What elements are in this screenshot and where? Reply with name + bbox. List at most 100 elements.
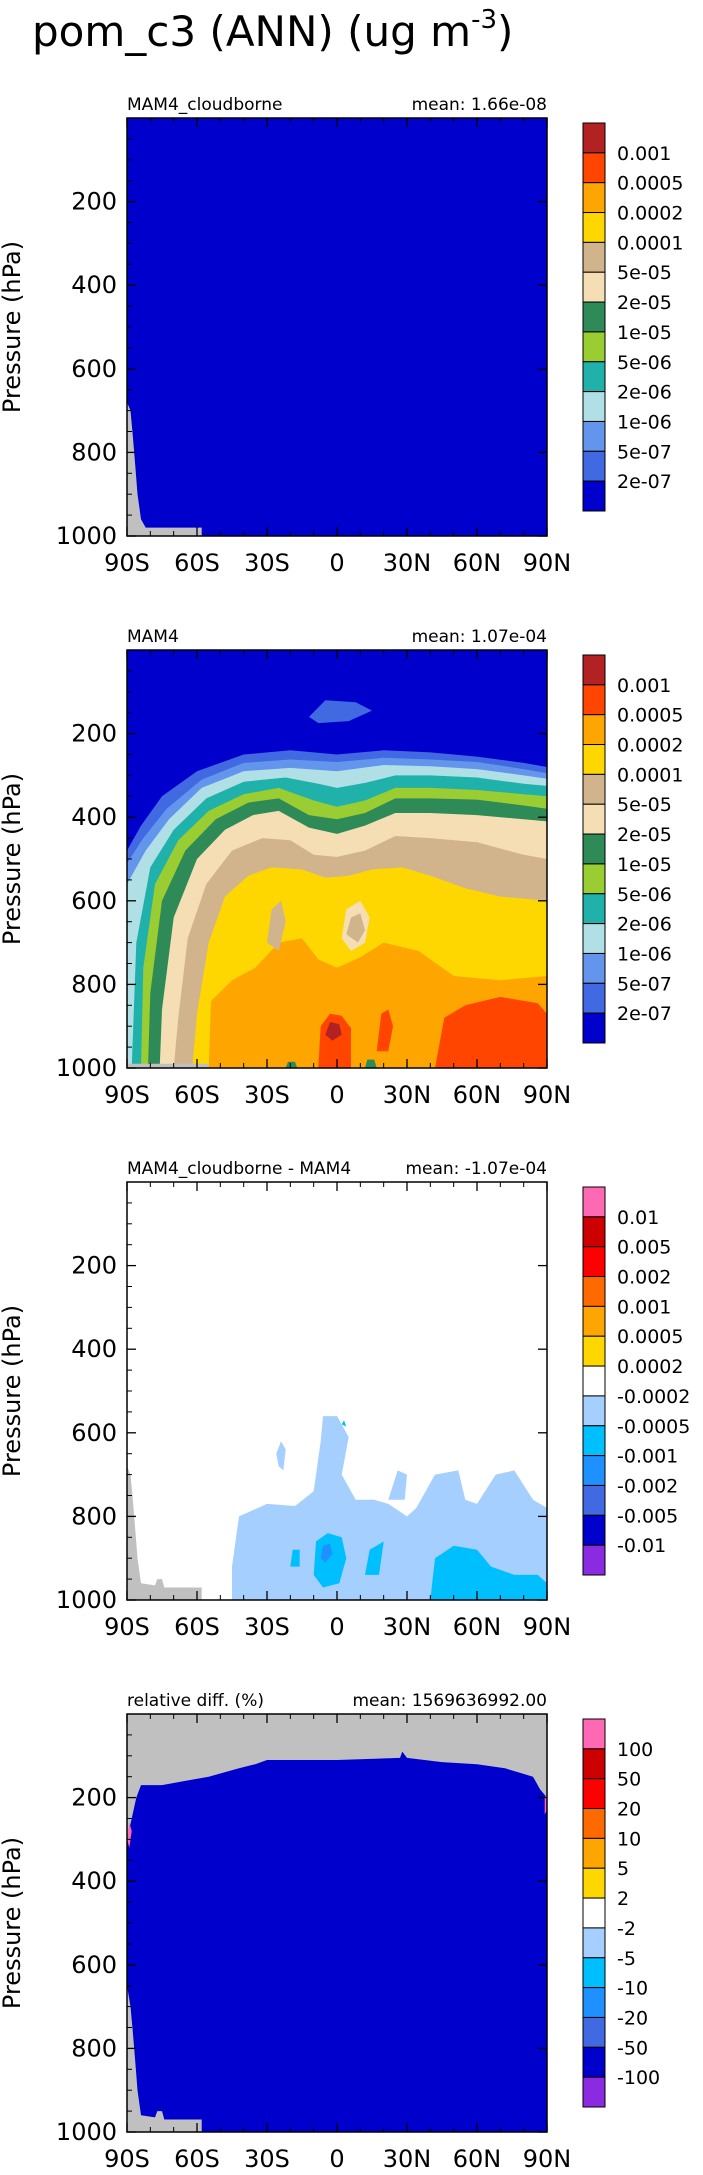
plot-area [127,650,547,1068]
colorbar-swatch [582,1365,606,1397]
colorbar-swatch [582,1425,606,1457]
missing-data-region [127,1714,547,1840]
colorbar-label: 2e-06 [617,914,672,936]
colorbar-swatch [582,1897,606,1929]
colorbar-swatch [582,361,606,393]
colorbar-swatch [582,1778,606,1810]
colorbar-swatch [582,1957,606,1989]
colorbar-swatch [582,301,606,333]
colorbar-label: 0.001 [617,675,671,697]
colorbar-label: 2e-07 [617,471,672,493]
contour-fill [341,1420,347,1427]
colorbar-swatch [582,212,606,243]
colorbar-swatch [582,1455,606,1486]
x-tick-label: 0 [329,549,344,577]
colorbar-label: -50 [617,2037,648,2059]
x-tick-label: 30N [383,1081,432,1109]
contour-fill [285,1061,298,1068]
y-tick-label: 600 [71,355,117,383]
colorbar-swatch [582,1395,606,1427]
colorbar-label: 0.001 [617,1296,671,1318]
colorbar-swatch [582,803,606,835]
colorbar-swatch [582,773,606,805]
y-axis-label: Pressure (hPa) [0,1305,26,1477]
y-tick-label: 1000 [56,522,117,550]
contour-fill [365,1541,384,1575]
colorbar-swatch [582,1544,606,1576]
colorbar-swatch [582,833,606,865]
colorbar-swatch [582,1012,606,1044]
x-tick-label: 0 [329,1081,344,1109]
colorbar-swatch [582,1867,606,1899]
x-tick-label: 90N [523,2145,572,2173]
x-tick-label: 90N [523,549,572,577]
plot-area [127,1714,547,2132]
y-tick-label: 200 [71,720,117,748]
colorbar-swatch [582,1927,606,1959]
y-tick-label: 800 [71,1502,117,1530]
y-tick-label: 1000 [56,1586,117,1614]
colorbar-label: -0.001 [617,1446,678,1468]
colorbar-label: 1e-05 [617,322,672,344]
x-tick-label: 90N [523,1613,572,1641]
y-tick-label: 1000 [56,2118,117,2146]
y-tick-label: 600 [71,1951,117,1979]
colorbar-swatch [582,923,606,954]
colorbar-swatch [582,684,606,716]
colorbar-swatch [582,122,606,154]
figure-title-exponent: -3 [471,5,497,35]
colorbar-swatch [582,480,606,512]
colorbar-swatch [582,2076,606,2108]
colorbar-label: 0.001 [617,143,671,165]
colorbar-label: 2e-07 [617,1003,672,1025]
colorbar-swatch [582,952,606,984]
colorbar-label: -0.002 [617,1475,678,1497]
y-tick-label: 1000 [56,1054,117,1082]
colorbar-swatch [582,391,606,422]
y-tick-label: 800 [71,970,117,998]
contour-fill [320,1543,333,1563]
colorbar-swatch [582,1246,606,1278]
y-axis-label: Pressure (hPa) [0,1837,26,2009]
colorbar-label: 1e-05 [617,854,672,876]
colorbar-swatch [582,1216,606,1248]
x-tick-label: 30N [383,1613,432,1641]
panel-title-right: mean: 1.07e-04 [412,627,547,647]
x-tick-label: 90S [104,549,150,577]
colorbar-label: 0.0001 [617,232,683,254]
colorbar-label: 0.0002 [617,1356,683,1378]
colorbar-label: 20 [617,1799,641,1821]
panel-cloudborne: MAM4_cloudborne mean: 1.66e-08 200 400 600 80… [0,95,683,577]
x-tick-label: 60S [174,1081,220,1109]
colorbar-swatch [582,2046,606,2078]
colorbar-label: 0.002 [617,1267,671,1289]
colorbar-swatch [582,1276,606,1307]
colorbar-label: -0.0002 [617,1386,690,1408]
plot-background [127,118,547,536]
colorbar-label: 5e-07 [617,973,672,995]
colorbar-label: 5e-05 [617,262,672,284]
x-tick-label: 60S [174,549,220,577]
x-tick-label: 0 [329,2145,344,2173]
panel-title-right: mean: 1569636992.00 [352,1691,547,1711]
panel-title-left: relative diff. (%) [127,1691,264,1711]
colorbar-swatch [582,1837,606,1869]
colorbar-label: 5e-05 [617,794,672,816]
figure-title-close: ) [497,7,513,56]
colorbar-label: 5e-06 [617,352,672,374]
contour-fill [376,1009,393,1052]
y-tick-label: 200 [71,1784,117,1812]
y-tick-label: 800 [71,2034,117,2062]
colorbar-label: -20 [617,2007,648,2029]
colorbar-label: 50 [617,1769,641,1791]
contour-fill [313,1533,347,1588]
x-tick-label: 30N [383,2145,432,2173]
colorbar-swatch [582,450,606,482]
colorbar-swatch [582,1987,606,2018]
x-tick-label: 30S [244,549,290,577]
colorbar-swatch [582,982,606,1014]
y-tick-label: 200 [71,1252,117,1280]
contour-fill [290,1549,300,1567]
colorbar-label: 1e-06 [617,411,672,433]
